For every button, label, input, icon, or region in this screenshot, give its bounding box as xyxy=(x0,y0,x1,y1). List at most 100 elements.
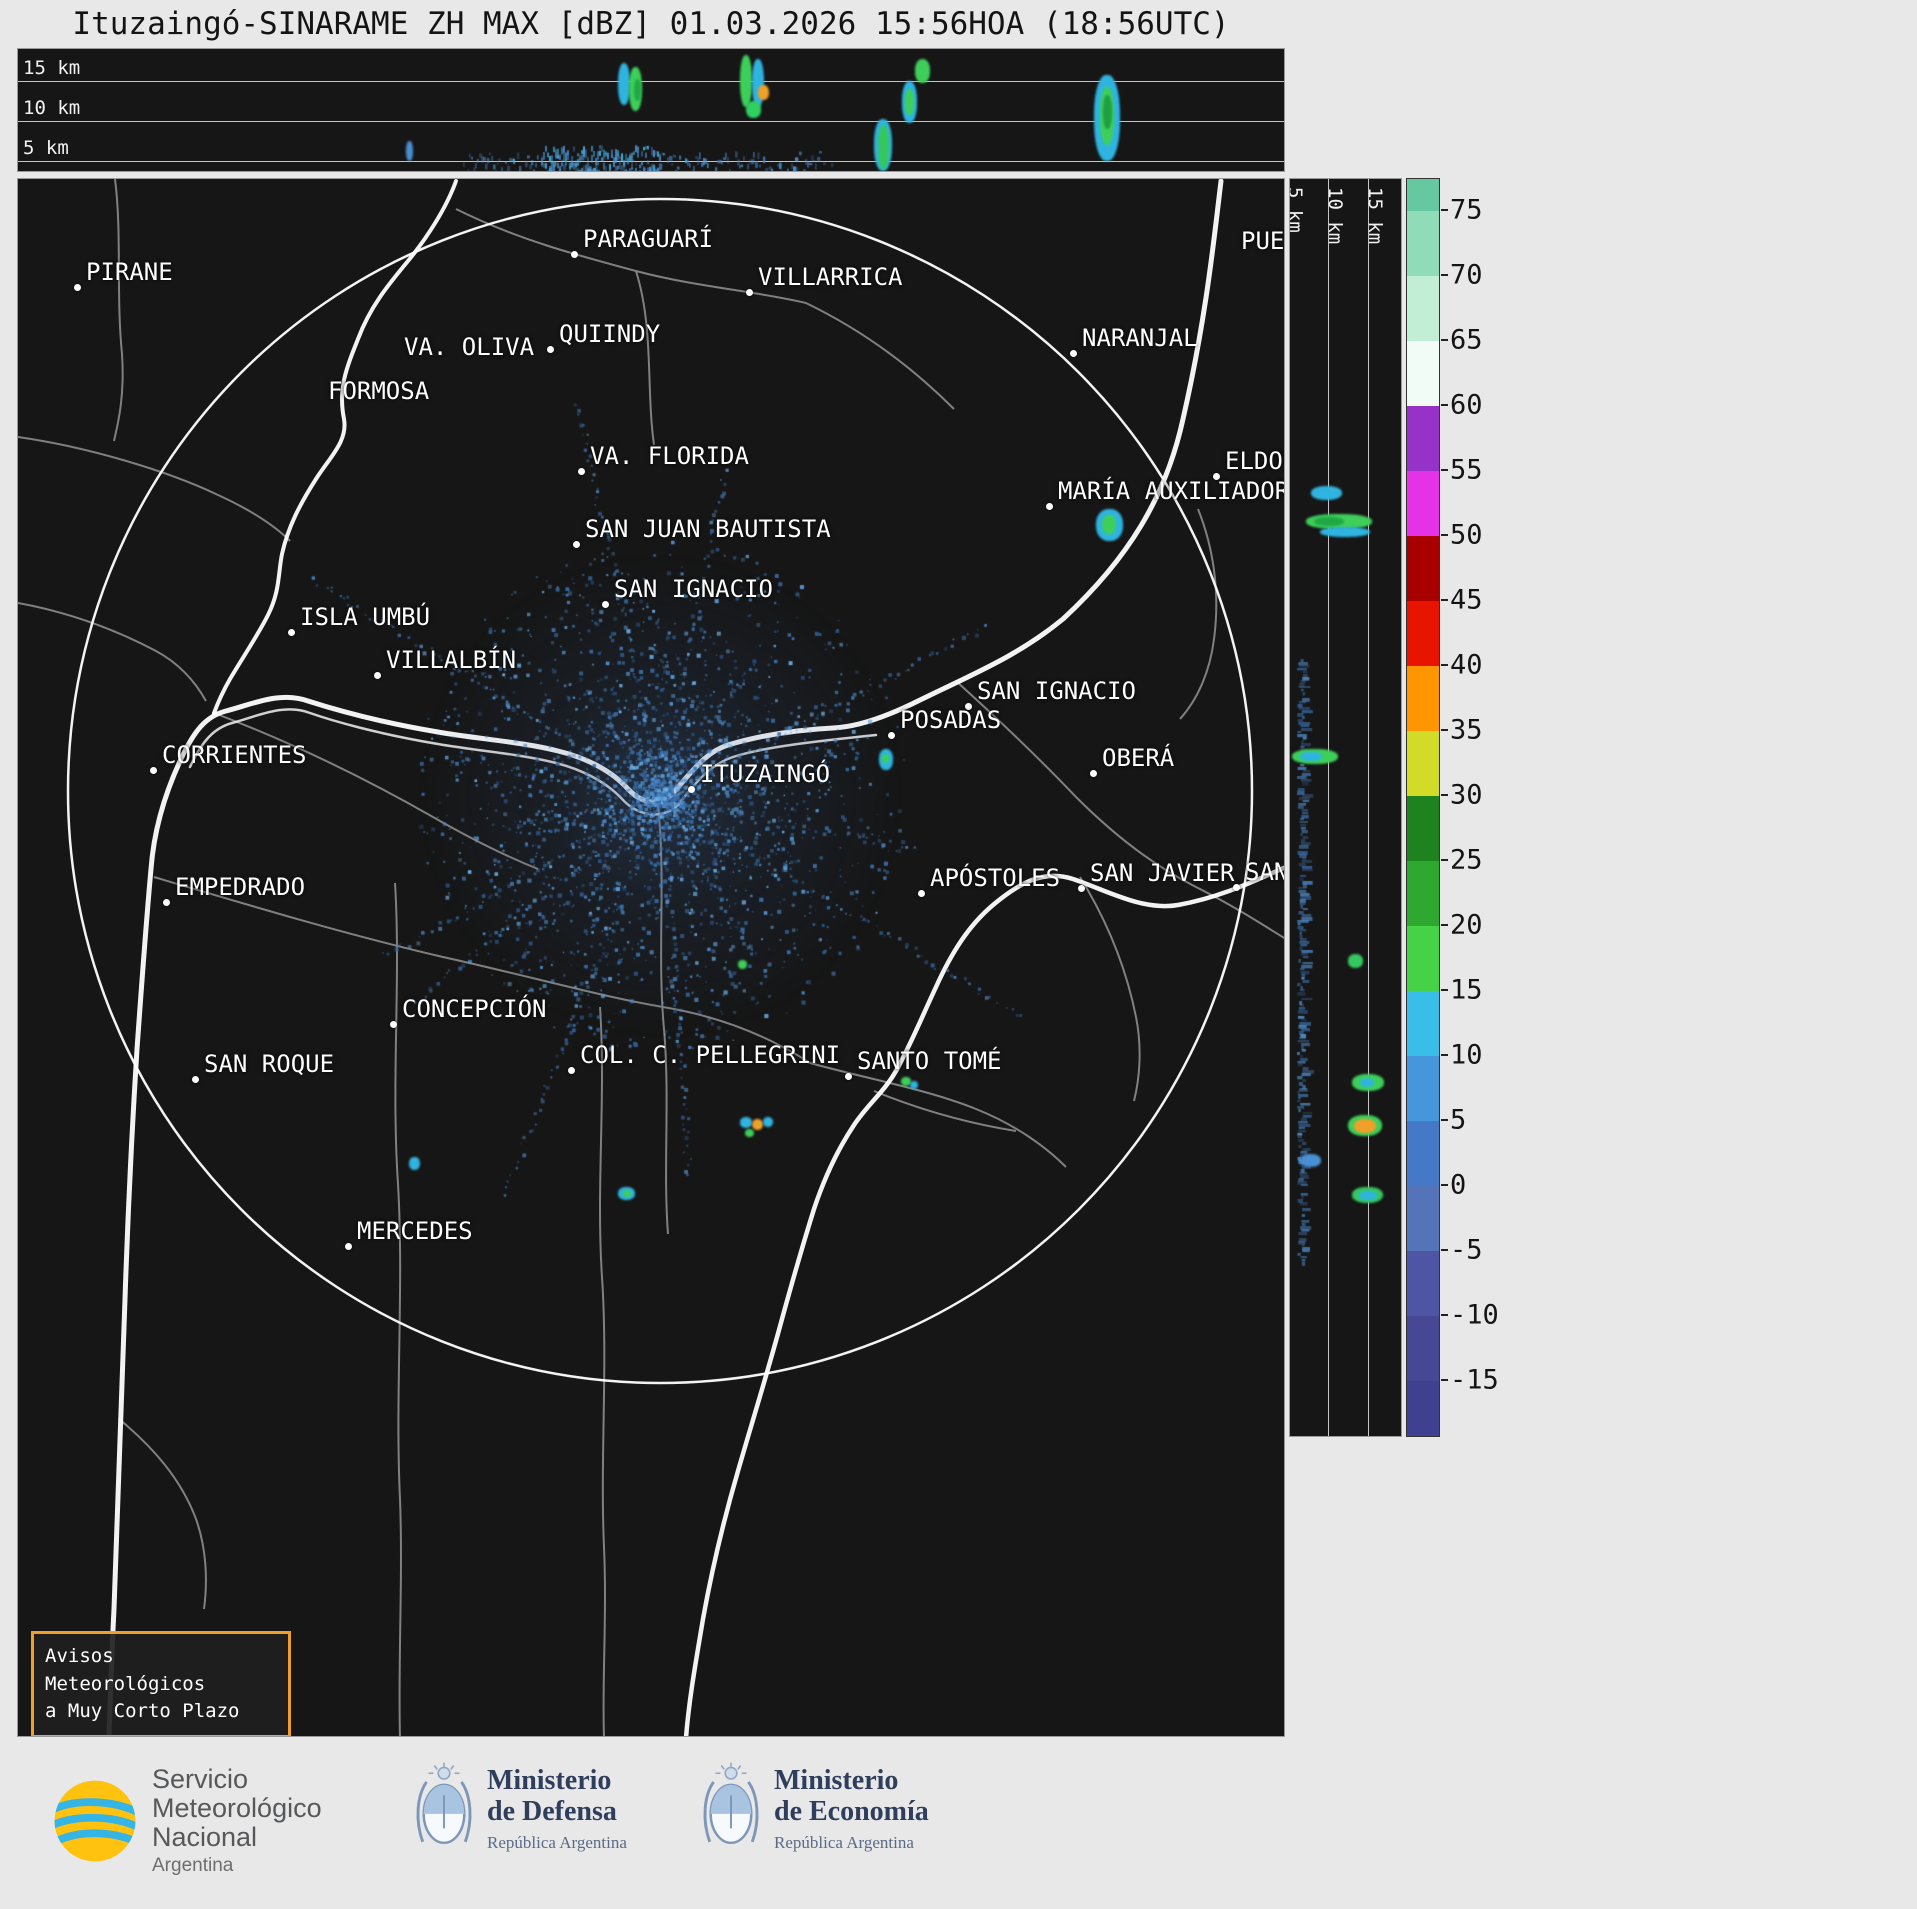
colorbar-tick xyxy=(1441,989,1448,991)
city-dot xyxy=(547,346,554,353)
colorbar-segment xyxy=(1407,341,1439,406)
smn-logo-block: Servicio Meteorológico Nacional Argentin… xyxy=(52,1765,322,1877)
radar-echo xyxy=(905,89,914,115)
city-label: SANTO TOMÉ xyxy=(857,1047,1002,1075)
city-label: SAN ROQUE xyxy=(204,1050,335,1078)
ministry-defensa-block: Ministerio de Defensa República Argentin… xyxy=(415,1759,627,1859)
city-dot xyxy=(192,1076,199,1083)
city-label: OBERÁ xyxy=(1102,744,1175,772)
colorbar-tick-label: 15 xyxy=(1450,974,1483,1006)
ministry-economia-wordmark: Ministerio de Economía República Argenti… xyxy=(774,1765,929,1853)
city-label: PIRANE xyxy=(86,258,173,286)
city-dot xyxy=(602,601,609,608)
city-dot xyxy=(345,1243,352,1250)
radar-echo xyxy=(763,1117,773,1127)
city-label: VILLALBÍN xyxy=(386,646,517,674)
city-label: MERCEDES xyxy=(357,1217,473,1245)
colorbar-segment xyxy=(1407,991,1439,1056)
ministry-defensa-subtitle: República Argentina xyxy=(487,1833,627,1852)
city-dot xyxy=(288,629,295,636)
coat-of-arms-icon xyxy=(703,1762,759,1845)
radar-echo xyxy=(740,1117,752,1128)
radar-echo xyxy=(745,1129,754,1137)
city-dot xyxy=(918,890,925,897)
smn-wordmark: Servicio Meteorológico Nacional Argentin… xyxy=(152,1765,322,1877)
colorbar-segment xyxy=(1407,1121,1439,1186)
city-label: QUIINDY xyxy=(559,320,661,348)
dbz-colorbar xyxy=(1406,178,1440,1437)
ministry-economia-line-2: de Economía xyxy=(774,1796,929,1827)
colorbar-segment xyxy=(1407,1056,1439,1121)
colorbar-segment xyxy=(1407,1381,1439,1436)
city-dot xyxy=(1078,885,1085,892)
ministry-economia-subtitle: República Argentina xyxy=(774,1833,914,1852)
colorbar-segment xyxy=(1407,926,1439,991)
colorbar-tick xyxy=(1441,599,1448,601)
city-label: PUERTO RICO xyxy=(1241,227,1285,255)
colorbar-tick-label: 10 xyxy=(1450,1039,1483,1071)
colorbar-tick xyxy=(1441,1054,1448,1056)
city-dot xyxy=(573,541,580,548)
city-label: ELDORADO xyxy=(1225,447,1284,475)
colorbar-tick xyxy=(1441,534,1448,536)
radar-echo xyxy=(1359,1191,1377,1200)
colorbar-tick-label: 20 xyxy=(1450,909,1483,941)
smn-line-1: Servicio xyxy=(152,1764,249,1794)
city-dot xyxy=(374,672,381,679)
colorbar-tick-label: 30 xyxy=(1450,779,1483,811)
smn-line-2: Meteorológico xyxy=(152,1793,322,1823)
coat-of-arms-icon xyxy=(416,1762,472,1845)
city-dot xyxy=(1046,503,1053,510)
radar-echo xyxy=(1354,1119,1376,1133)
colorbar-tick xyxy=(1441,339,1448,341)
city-label: SAN IGNACIO xyxy=(977,677,1136,705)
colorbar-segment xyxy=(1407,179,1439,211)
radar-echo xyxy=(409,1157,420,1170)
colorbar-tick-label: 55 xyxy=(1450,454,1483,486)
colorbar-tick xyxy=(1441,729,1448,731)
city-label: PARAGUARÍ xyxy=(583,225,714,253)
colorbar-tick-label: -5 xyxy=(1450,1234,1483,1266)
city-label: VA. OLIVA xyxy=(404,333,535,361)
colorbar-tick-label: 5 xyxy=(1450,1104,1467,1136)
city-label: CONCEPCIÓN xyxy=(402,995,547,1023)
colorbar-tick-label: 40 xyxy=(1450,649,1483,681)
city-dot xyxy=(390,1021,397,1028)
city-dot xyxy=(688,786,695,793)
radar-echo xyxy=(1311,486,1342,500)
city-label: VA. FLORIDA xyxy=(590,442,749,470)
colorbar-tick xyxy=(1441,664,1448,666)
colorbar-tick xyxy=(1441,1184,1448,1186)
city-dot xyxy=(578,468,585,475)
ministry-defensa-line-1: Ministerio xyxy=(487,1765,612,1796)
radar-echo xyxy=(746,101,761,118)
right-cross-section-panel: 5 km 10 km 15 km xyxy=(1289,178,1402,1437)
radar-echo xyxy=(634,79,641,101)
city-dot xyxy=(571,251,578,258)
colorbar-segment xyxy=(1407,666,1439,731)
city-dot xyxy=(1233,884,1240,891)
ministry-economia-line-1: Ministerio xyxy=(774,1765,899,1796)
city-label: NARANJAL xyxy=(1082,324,1198,352)
ministry-economia-block: Ministerio de Economía República Argenti… xyxy=(702,1759,929,1859)
radar-clutter-canvas xyxy=(18,179,1284,1736)
city-label: SAN JAVIER xyxy=(1090,859,1235,887)
radar-echo xyxy=(915,59,930,83)
colorbar-tick-label: 25 xyxy=(1450,844,1483,876)
city-label: SAN IGNACIO xyxy=(614,575,773,603)
colorbar-tick-label: -15 xyxy=(1450,1364,1499,1396)
radar-echo xyxy=(618,63,630,105)
radar-echo xyxy=(901,1077,911,1086)
colorbar-segment xyxy=(1407,861,1439,926)
colorbar-tick-label: 45 xyxy=(1450,584,1483,616)
radar-echo xyxy=(882,754,889,763)
city-dot xyxy=(1213,473,1220,480)
page-title: Ituzaingó-SINARAME ZH MAX [dBZ] 01.03.20… xyxy=(72,6,1230,42)
colorbar-tick xyxy=(1441,794,1448,796)
colorbar-tick xyxy=(1441,274,1448,276)
colorbar-tick-label: 65 xyxy=(1450,324,1483,356)
city-dot xyxy=(1090,770,1097,777)
colorbar-tick xyxy=(1441,1314,1448,1316)
colorbar-tick-label: 50 xyxy=(1450,519,1483,551)
